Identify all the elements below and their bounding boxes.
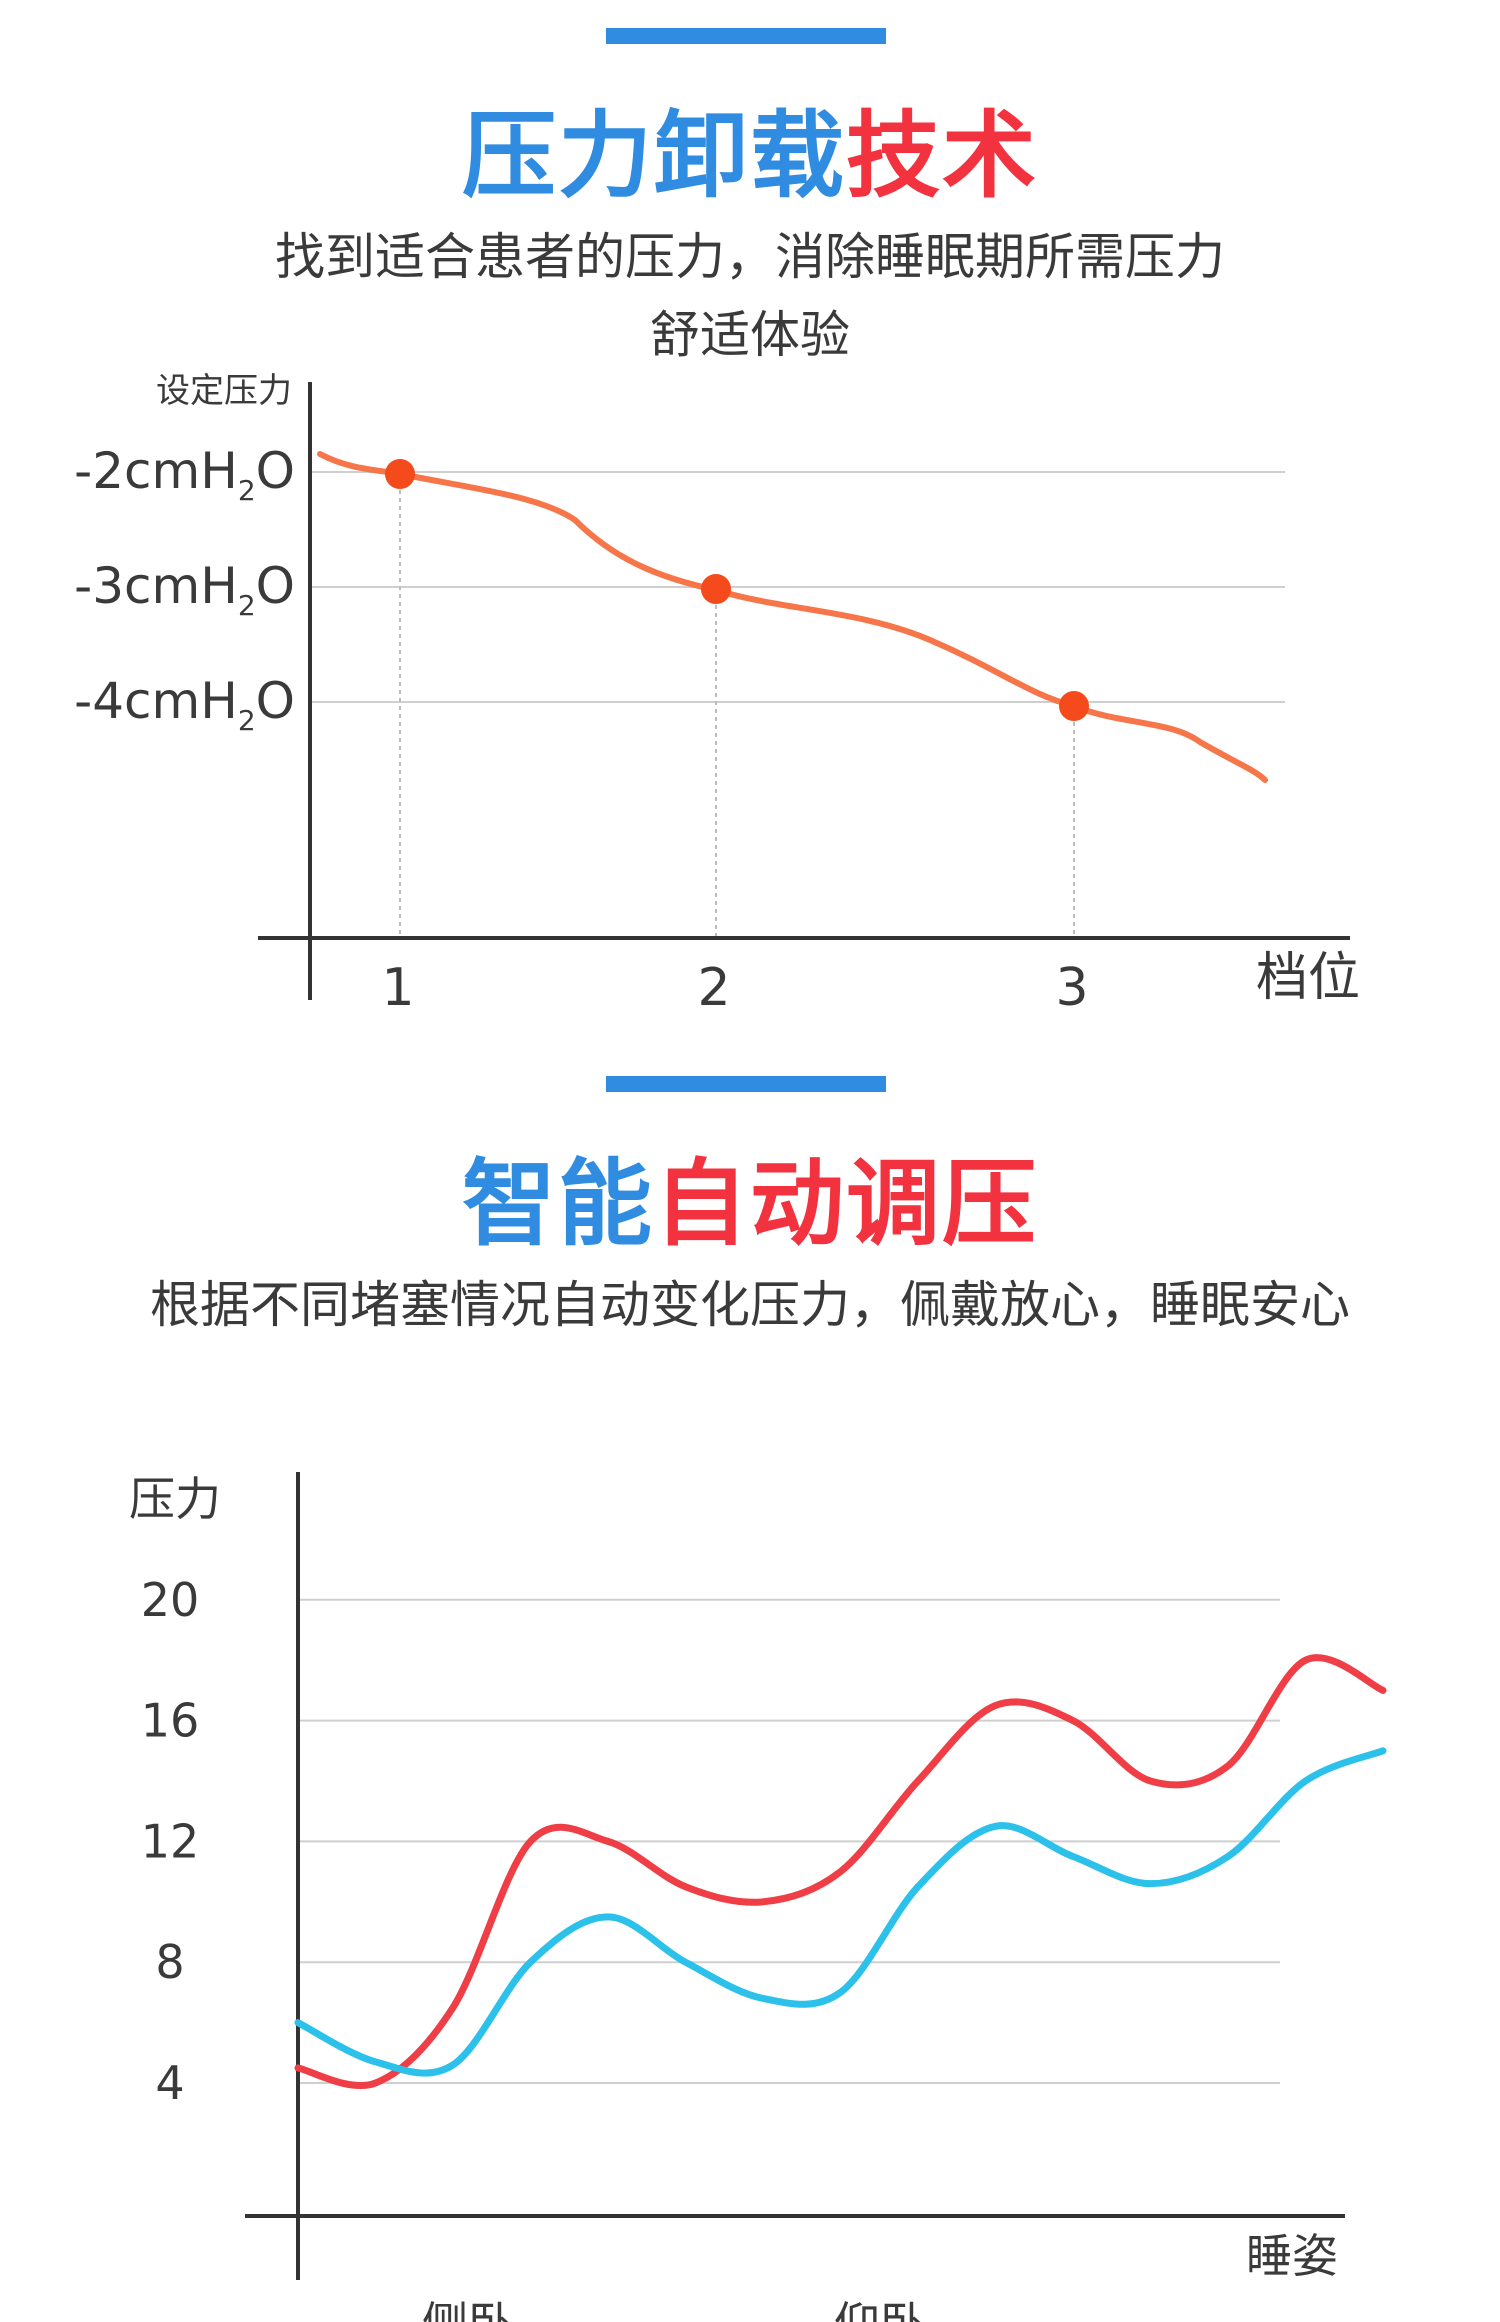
chart2-ytick-20: 20 bbox=[141, 1573, 200, 1627]
section2-accent-bar bbox=[606, 1076, 886, 1092]
section2-title-blue: 智能 bbox=[461, 1150, 654, 1259]
chart1-point-1 bbox=[385, 459, 415, 489]
chart2-series-1 bbox=[294, 1654, 1387, 2090]
chart2-xlabel: 睡姿 bbox=[1246, 2229, 1338, 2283]
auto-pressure-chart: 4 8 12 16 20 压力 睡姿 侧卧 仰卧 bbox=[129, 1472, 1387, 2322]
chart2-xtick-1: 侧卧 bbox=[422, 2297, 514, 2322]
section2-subtitle: 根据不同堵塞情况自动变化压力，佩戴放心，睡眠安心 bbox=[150, 1276, 1350, 1334]
section1-accent-bar bbox=[606, 28, 886, 44]
chart2-ytick-12: 12 bbox=[141, 1814, 200, 1868]
chart1-ytick-1: -2cmH2O bbox=[74, 442, 295, 507]
chart1-ytick-2: -3cmH2O bbox=[74, 557, 295, 622]
chart1-xtick-2: 2 bbox=[697, 958, 730, 1018]
chart1-ytick-3: -4cmH2O bbox=[74, 672, 295, 737]
section1-title: 压力卸载技术 bbox=[0, 110, 1500, 204]
section1-subtitle-line1: 找到适合患者的压力，消除睡眠期所需压力 bbox=[275, 228, 1225, 286]
chart2-xtick-2: 仰卧 bbox=[834, 2297, 926, 2322]
section1-subtitle-line2: 舒适体验 bbox=[650, 306, 850, 364]
chart2-ylabel: 压力 bbox=[129, 1472, 221, 1526]
chart2-ytick-8: 8 bbox=[155, 1935, 184, 1989]
chart2-ytick-16: 16 bbox=[141, 1694, 200, 1748]
chart1-ylabel: 设定压力 bbox=[156, 371, 292, 411]
chart2-ytick-4: 4 bbox=[155, 2056, 184, 2110]
section2-title-red: 自动调压 bbox=[654, 1150, 1039, 1259]
section1-title-red: 技术 bbox=[846, 102, 1039, 211]
chart1-xtick-3: 3 bbox=[1055, 958, 1088, 1018]
chart1-xtick-1: 1 bbox=[381, 958, 414, 1018]
section1-title-blue: 压力卸载 bbox=[461, 102, 846, 211]
chart1-curve bbox=[317, 451, 1268, 783]
chart2-series-2 bbox=[294, 1747, 1387, 2077]
chart1-xlabel: 档位 bbox=[1256, 948, 1360, 1008]
chart1-point-2 bbox=[701, 574, 731, 604]
chart1-point-3 bbox=[1059, 691, 1089, 721]
pressure-relief-chart: 设定压力 -2cmH2O -3cmH2O -4cmH2O 1 2 3 档位 bbox=[74, 371, 1360, 1018]
section2-title: 智能自动调压 bbox=[0, 1158, 1500, 1252]
